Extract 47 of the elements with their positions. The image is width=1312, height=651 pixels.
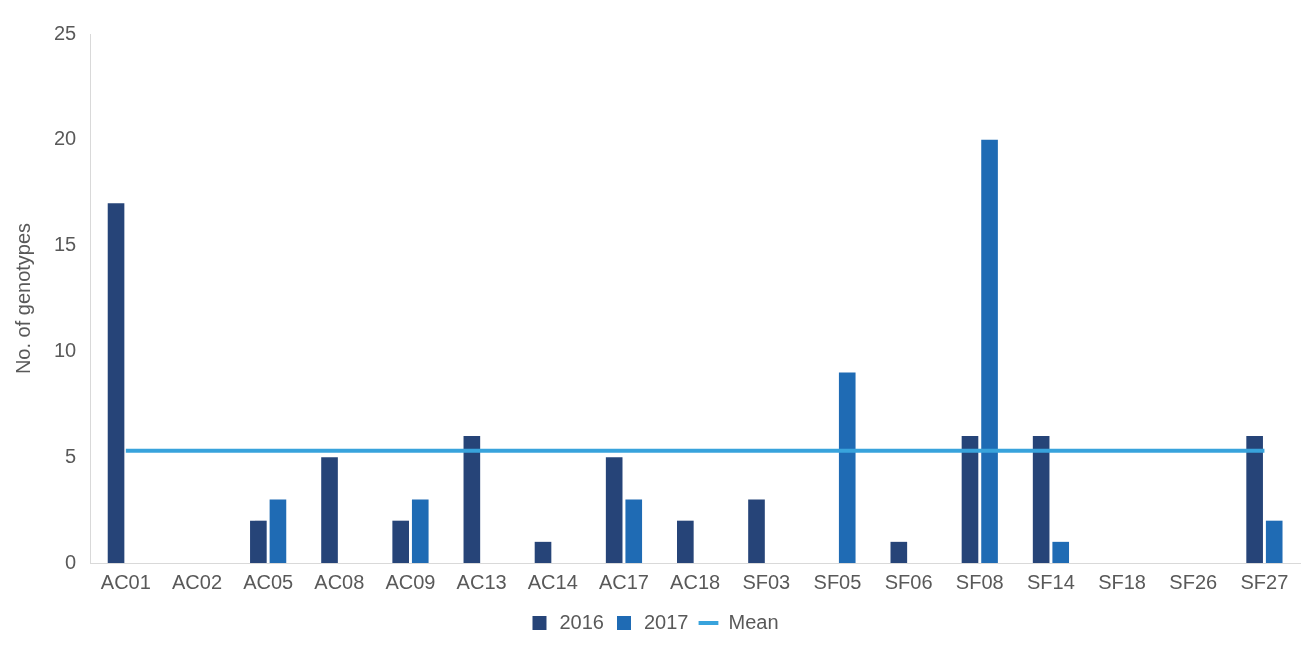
y-tick-label: 15 xyxy=(54,233,77,256)
bar xyxy=(463,436,481,563)
x-tick-label: AC17 xyxy=(598,570,649,593)
y-tick-label: 0 xyxy=(65,550,77,573)
x-tick-label: SF08 xyxy=(955,570,1004,593)
bar xyxy=(250,520,267,563)
legend-label: Mean xyxy=(728,610,779,633)
x-tick-label: AC13 xyxy=(456,570,507,593)
bar xyxy=(890,541,908,563)
bar xyxy=(534,541,552,563)
y-tick-label: 20 xyxy=(54,127,77,150)
x-tick-label: AC18 xyxy=(670,570,721,593)
x-tick-label: AC08 xyxy=(314,570,365,593)
bar xyxy=(107,203,125,563)
x-tick-label: SF27 xyxy=(1240,570,1289,593)
x-tick-label: SF14 xyxy=(1027,570,1075,593)
x-tick-label: SF26 xyxy=(1169,570,1218,593)
x-tick-label: AC09 xyxy=(385,570,436,593)
bar xyxy=(269,499,287,563)
x-tick-label: AC05 xyxy=(243,570,294,593)
x-tick-label: SF03 xyxy=(742,570,791,593)
y-tick-label: 25 xyxy=(54,21,77,44)
bar xyxy=(392,520,410,563)
y-axis-title: No. of genotypes xyxy=(11,222,34,375)
bar xyxy=(1052,541,1070,563)
bar xyxy=(961,436,979,563)
bar xyxy=(1032,436,1050,563)
bar xyxy=(411,499,429,563)
bar xyxy=(321,457,338,563)
x-tick-label: SF18 xyxy=(1098,570,1146,593)
bar xyxy=(1265,520,1283,563)
bar xyxy=(1246,436,1263,563)
x-tick-label: AC02 xyxy=(171,570,222,593)
bar xyxy=(625,499,643,563)
bar xyxy=(838,372,856,563)
bar xyxy=(748,499,765,563)
x-tick-label: SF05 xyxy=(813,570,862,593)
x-tick-label: SF06 xyxy=(884,570,933,593)
bar xyxy=(677,520,694,563)
bar xyxy=(981,139,998,563)
y-tick-label: 10 xyxy=(54,338,77,361)
y-tick-label: 5 xyxy=(65,444,77,467)
bar xyxy=(605,457,623,563)
legend-label: 2017 xyxy=(643,610,689,633)
x-tick-label: AC14 xyxy=(527,570,578,593)
legend-label: 2016 xyxy=(559,610,604,633)
x-tick-label: AC01 xyxy=(100,570,151,593)
